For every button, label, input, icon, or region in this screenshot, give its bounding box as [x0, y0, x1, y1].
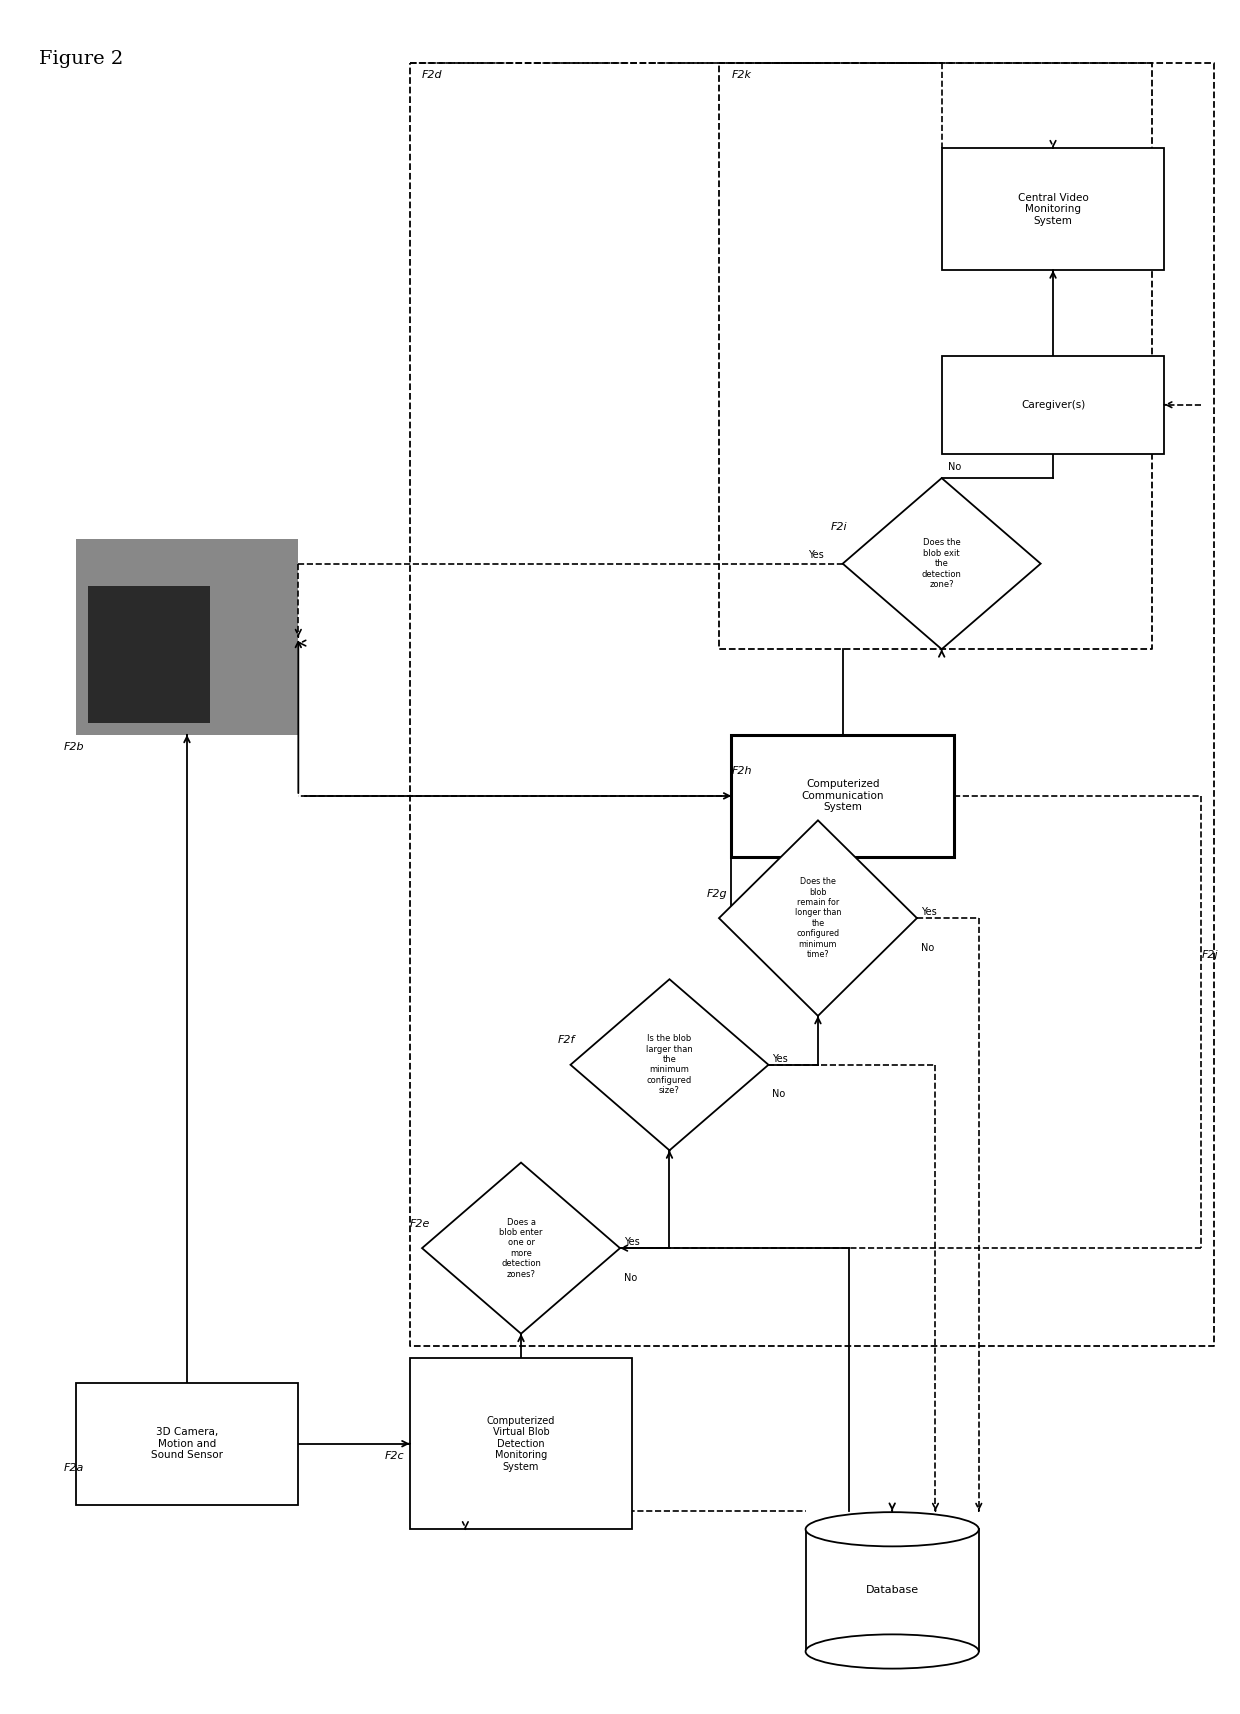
Polygon shape	[570, 979, 769, 1150]
Text: Yes: Yes	[624, 1238, 640, 1248]
Text: F2i: F2i	[831, 523, 847, 531]
Text: Central Video
Monitoring
System: Central Video Monitoring System	[1018, 192, 1089, 226]
Bar	[76, 1383, 299, 1505]
Text: F2j: F2j	[1202, 950, 1218, 960]
Polygon shape	[843, 478, 1040, 650]
Text: F2k: F2k	[732, 70, 751, 81]
Text: No: No	[624, 1272, 637, 1282]
Text: Caregiver(s): Caregiver(s)	[1021, 399, 1085, 410]
Text: Does a
blob enter
one or
more
detection
zones?: Does a blob enter one or more detection …	[500, 1217, 543, 1279]
Ellipse shape	[806, 1635, 978, 1669]
Text: Is the blob
larger than
the
minimum
configured
size?: Is the blob larger than the minimum conf…	[646, 1034, 693, 1095]
Text: Yes: Yes	[920, 907, 936, 917]
Text: Does the
blob exit
the
detection
zone?: Does the blob exit the detection zone?	[921, 538, 961, 590]
Text: Database: Database	[866, 1585, 919, 1596]
Text: F2d: F2d	[422, 70, 443, 81]
Text: Computerized
Virtual Blob
Detection
Monitoring
System: Computerized Virtual Blob Detection Moni…	[487, 1416, 556, 1472]
Text: F2e: F2e	[409, 1219, 430, 1229]
Text: Does the
blob
remain for
longer than
the
configured
minimum
time?: Does the blob remain for longer than the…	[795, 878, 841, 960]
Text: Computerized
Communication
System: Computerized Communication System	[801, 780, 884, 812]
Text: No: No	[947, 463, 961, 471]
Ellipse shape	[806, 1512, 978, 1546]
Text: Figure 2: Figure 2	[38, 50, 123, 69]
Bar	[941, 357, 1164, 454]
Text: Yes: Yes	[773, 1054, 787, 1064]
Text: F2g: F2g	[707, 888, 727, 898]
Bar	[76, 540, 299, 735]
Bar	[732, 735, 954, 857]
Polygon shape	[719, 821, 916, 1016]
Bar	[409, 1357, 632, 1529]
Bar	[941, 147, 1164, 271]
Text: Yes: Yes	[808, 550, 825, 560]
Text: 3D Camera,
Motion and
Sound Sensor: 3D Camera, Motion and Sound Sensor	[151, 1428, 223, 1460]
Text: F2h: F2h	[732, 766, 751, 776]
Polygon shape	[422, 1162, 620, 1333]
Text: F2b: F2b	[63, 742, 84, 752]
Text: F2f: F2f	[558, 1035, 575, 1046]
Text: F2c: F2c	[384, 1452, 404, 1460]
Text: No: No	[920, 943, 934, 953]
Bar	[806, 1529, 978, 1652]
Text: F2a: F2a	[63, 1464, 83, 1472]
Bar	[88, 586, 211, 723]
Text: No: No	[773, 1088, 785, 1099]
